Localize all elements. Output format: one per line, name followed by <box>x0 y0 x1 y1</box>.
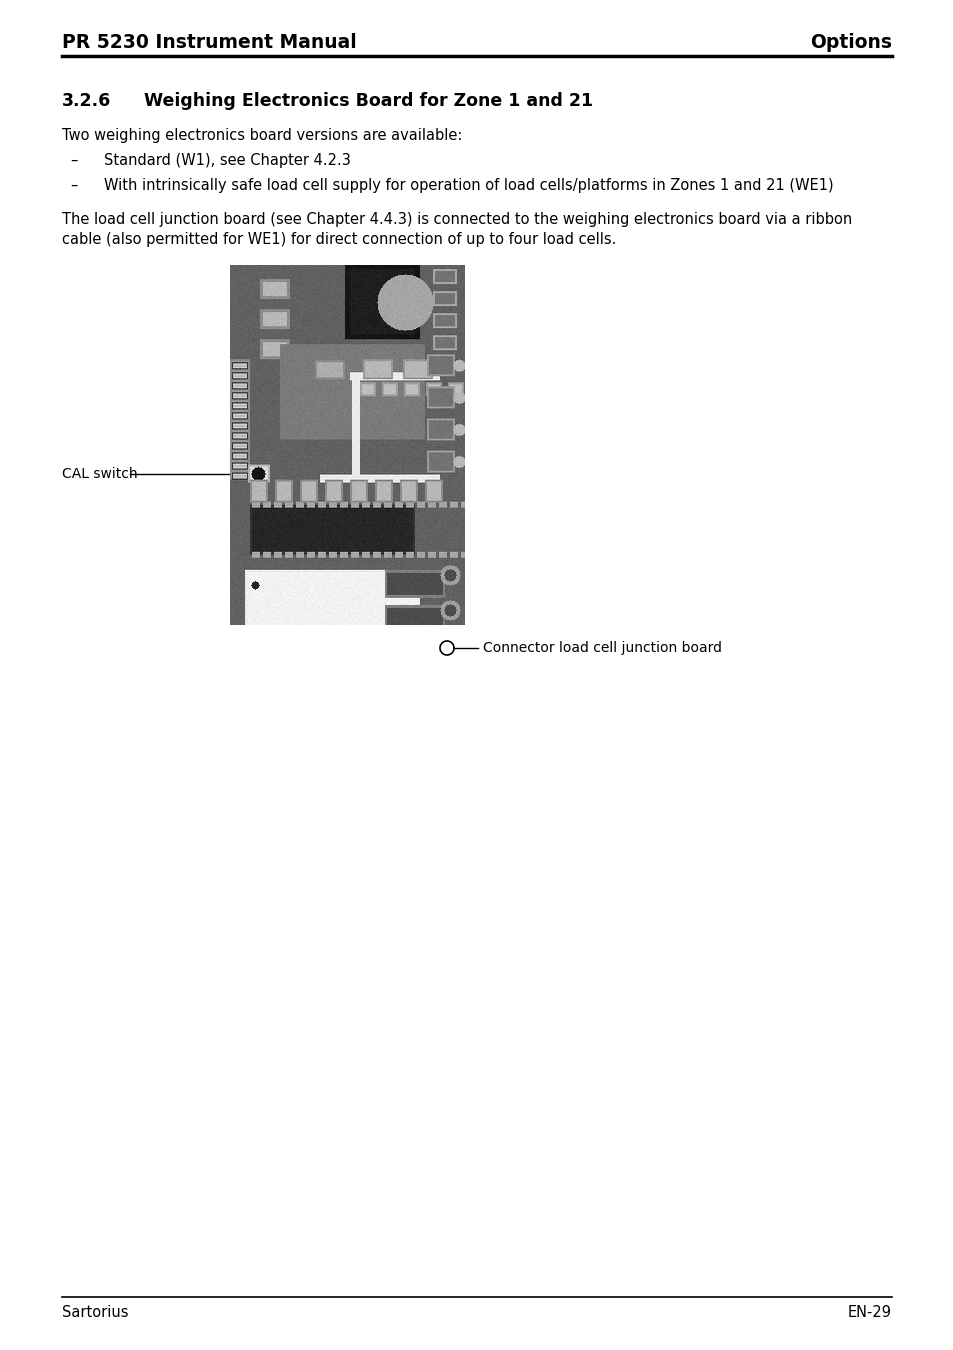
Text: –: – <box>70 153 77 167</box>
Text: cable (also permitted for WE1) for direct connection of up to four load cells.: cable (also permitted for WE1) for direc… <box>62 232 616 247</box>
Text: With intrinsically safe load cell supply for operation of load cells/platforms i: With intrinsically safe load cell supply… <box>104 178 833 193</box>
Text: 3.2.6: 3.2.6 <box>62 92 112 109</box>
Text: –: – <box>70 178 77 193</box>
Text: PR 5230 Instrument Manual: PR 5230 Instrument Manual <box>62 32 356 51</box>
Text: Options: Options <box>809 32 891 51</box>
Text: Weighing Electronics Board for Zone 1 and 21: Weighing Electronics Board for Zone 1 an… <box>144 92 593 109</box>
Text: Connector load cell junction board: Connector load cell junction board <box>482 641 721 655</box>
Text: CAL switch: CAL switch <box>62 467 137 481</box>
Text: EN-29: EN-29 <box>847 1305 891 1320</box>
Text: Standard (W1), see Chapter 4.2.3: Standard (W1), see Chapter 4.2.3 <box>104 153 351 167</box>
Text: Sartorius: Sartorius <box>62 1305 129 1320</box>
Text: Two weighing electronics board versions are available:: Two weighing electronics board versions … <box>62 128 462 143</box>
Text: The load cell junction board (see Chapter 4.4.3) is connected to the weighing el: The load cell junction board (see Chapte… <box>62 212 851 227</box>
